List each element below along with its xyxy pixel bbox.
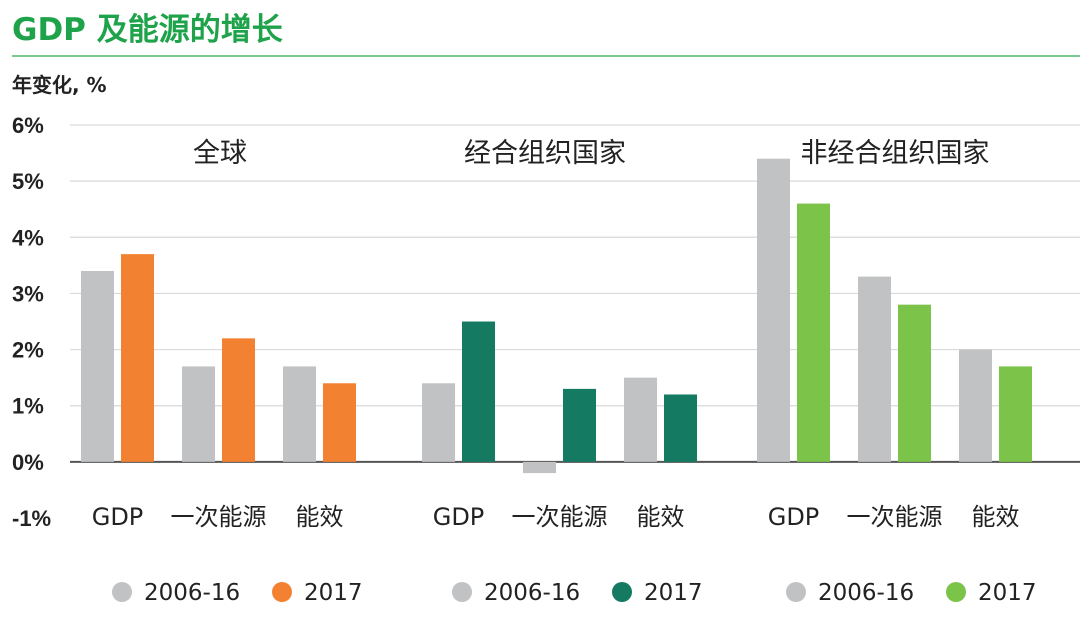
category-label-2-1: GDP bbox=[433, 503, 485, 531]
bar-3-item-2017 bbox=[999, 366, 1032, 462]
chart-layer: -1% 0% 1% 2% 3% 4% 5% 6% 全球 GDP 一次能源 能效 2006-16 2017 经… bbox=[12, 113, 1080, 606]
legend-label-1-2017: 2017 bbox=[304, 580, 363, 606]
category-label-3-1: GDP bbox=[768, 503, 820, 531]
bar-3-gdp-2017 bbox=[797, 203, 830, 462]
bar-3-gdp-2006-16 bbox=[757, 158, 790, 462]
y-tick-label: 5% bbox=[12, 169, 44, 194]
legend-marker-1-2017 bbox=[272, 582, 292, 602]
bar-1-gdp-2006-16 bbox=[81, 270, 114, 462]
legend-marker-3-2006-16 bbox=[786, 582, 806, 602]
category-label-3-2: 一次能源 bbox=[847, 503, 943, 531]
y-tick-label: -1% bbox=[12, 506, 51, 531]
legend-marker-3-2017 bbox=[946, 582, 966, 602]
bar-1-item-2006-16 bbox=[182, 366, 215, 462]
bar-2-item-2006-16 bbox=[523, 461, 556, 474]
bar-2-gdp-2017 bbox=[462, 321, 495, 462]
category-label-2-2: 一次能源 bbox=[512, 503, 608, 531]
y-tick-label: 2% bbox=[12, 338, 44, 363]
bar-2-item-2017 bbox=[563, 388, 596, 462]
y-tick-label: 3% bbox=[12, 281, 44, 306]
bar-3-item-2017 bbox=[898, 304, 931, 462]
panel-title-1: 全球 bbox=[193, 138, 247, 169]
y-tick-label: 0% bbox=[12, 450, 44, 475]
category-label-1-1: GDP bbox=[92, 503, 144, 531]
legend-label-2-2006-16: 2006-16 bbox=[484, 580, 580, 606]
panel-title-2: 经合组织国家 bbox=[464, 138, 626, 169]
category-label-1-2: 一次能源 bbox=[171, 503, 267, 531]
category-label-3-3: 能效 bbox=[972, 503, 1020, 531]
bar-1-gdp-2017 bbox=[121, 254, 154, 462]
y-axis-unit-label: 年变化, % bbox=[12, 73, 107, 97]
bar-1-item-2017 bbox=[222, 338, 255, 462]
bar-2-gdp-2006-16 bbox=[422, 383, 455, 462]
legend-label-1-2006-16: 2006-16 bbox=[144, 580, 240, 606]
y-tick-label: 6% bbox=[12, 113, 44, 138]
legend-marker-2-2006-16 bbox=[452, 582, 472, 602]
legend-label-3-2006-16: 2006-16 bbox=[818, 580, 914, 606]
y-tick-label: 1% bbox=[12, 394, 44, 419]
bar-1-item-2006-16 bbox=[283, 366, 316, 462]
legend-marker-1-2006-16 bbox=[112, 582, 132, 602]
legend-marker-2-2017 bbox=[612, 582, 632, 602]
legend-label-2-2017: 2017 bbox=[644, 580, 703, 606]
legend-label-3-2017: 2017 bbox=[978, 580, 1037, 606]
panel-title-3: 非经合组织国家 bbox=[801, 138, 990, 169]
bar-3-item-2006-16 bbox=[959, 349, 992, 462]
bar-1-item-2017 bbox=[323, 383, 356, 462]
bar-2-item-2006-16 bbox=[624, 377, 657, 462]
bar-3-item-2006-16 bbox=[858, 276, 891, 462]
bar-2-item-2017 bbox=[664, 394, 697, 462]
category-label-2-3: 能效 bbox=[637, 503, 685, 531]
chart-title: GDP 及能源的增长 bbox=[12, 12, 283, 48]
category-label-1-3: 能效 bbox=[296, 503, 344, 531]
y-tick-label: 4% bbox=[12, 225, 44, 250]
